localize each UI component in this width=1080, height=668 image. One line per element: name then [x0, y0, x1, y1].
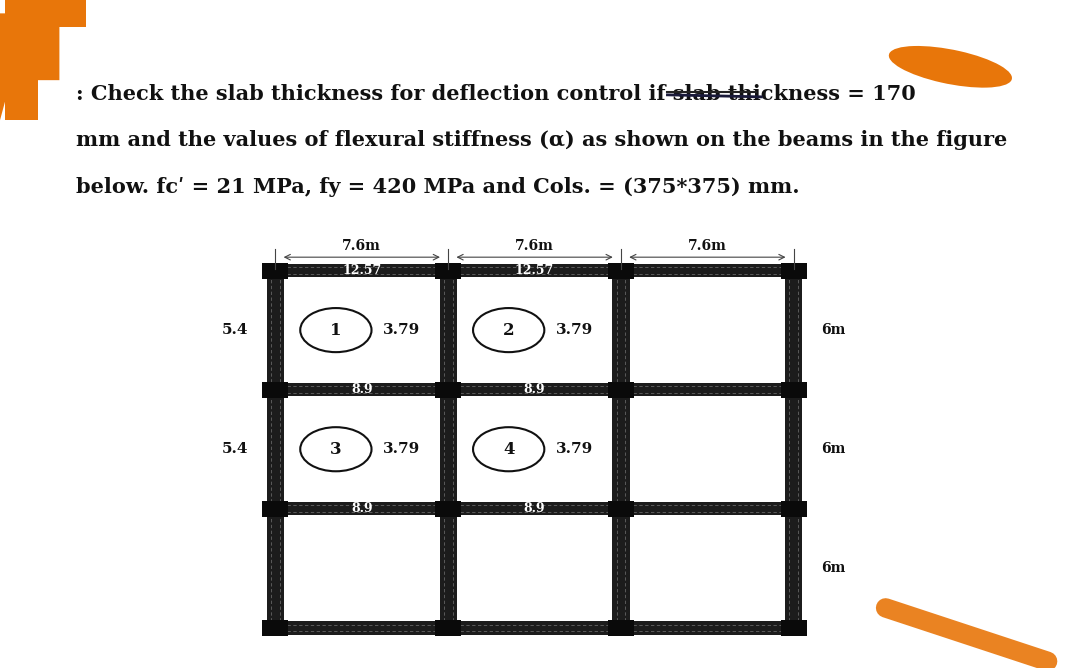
Bar: [785, 397, 802, 502]
Bar: [612, 278, 630, 383]
Bar: [267, 278, 284, 383]
Bar: [460, 502, 609, 516]
Text: 6m: 6m: [821, 442, 846, 456]
Bar: [608, 620, 634, 636]
Bar: [262, 263, 288, 279]
Text: 8.9: 8.9: [351, 383, 373, 396]
Bar: [633, 383, 782, 396]
Bar: [435, 263, 461, 279]
Bar: [287, 621, 436, 635]
Bar: [267, 397, 284, 502]
Text: mm and the values of flexural stiffness (α) as shown on the beams in the figure: mm and the values of flexural stiffness …: [76, 130, 1007, 150]
Text: 8.9: 8.9: [524, 502, 545, 515]
Bar: [781, 263, 807, 279]
Bar: [270, 267, 799, 631]
Bar: [608, 263, 634, 279]
Ellipse shape: [889, 46, 1012, 88]
Text: 3.79: 3.79: [383, 323, 420, 337]
Bar: [460, 383, 609, 396]
Bar: [262, 620, 288, 636]
Text: 12.57: 12.57: [342, 264, 381, 277]
Text: 7.6m: 7.6m: [688, 238, 727, 253]
Bar: [262, 381, 288, 397]
Bar: [608, 501, 634, 517]
Bar: [440, 278, 457, 383]
Text: 1: 1: [330, 321, 341, 339]
Bar: [440, 516, 457, 621]
Text: 3: 3: [330, 441, 341, 458]
Text: 7.6m: 7.6m: [342, 238, 381, 253]
Bar: [460, 264, 609, 277]
Bar: [612, 397, 630, 502]
Bar: [287, 502, 436, 516]
Polygon shape: [0, 13, 59, 120]
Text: 3.79: 3.79: [556, 442, 593, 456]
Bar: [435, 501, 461, 517]
Bar: [287, 383, 436, 396]
Bar: [781, 501, 807, 517]
Bar: [612, 516, 630, 621]
Text: 4: 4: [503, 441, 514, 458]
Text: 5.4: 5.4: [221, 323, 248, 337]
Circle shape: [473, 428, 544, 472]
Text: 3.79: 3.79: [556, 323, 593, 337]
Bar: [785, 278, 802, 383]
Text: 8.9: 8.9: [524, 383, 545, 396]
Bar: [435, 381, 461, 397]
Bar: [608, 381, 634, 397]
Bar: [633, 264, 782, 277]
Bar: [287, 264, 436, 277]
Polygon shape: [5, 0, 86, 120]
Text: below. fcʹ = 21 MPa, fy = 420 MPa and Cols. = (375*375) mm.: below. fcʹ = 21 MPa, fy = 420 MPa and Co…: [76, 177, 799, 197]
Text: 6m: 6m: [821, 323, 846, 337]
Bar: [440, 397, 457, 502]
Bar: [785, 516, 802, 621]
Bar: [633, 502, 782, 516]
Bar: [633, 621, 782, 635]
Text: 2: 2: [503, 321, 514, 339]
Bar: [460, 621, 609, 635]
Circle shape: [473, 308, 544, 352]
Circle shape: [300, 308, 372, 352]
Bar: [262, 501, 288, 517]
Text: 8.9: 8.9: [351, 502, 373, 515]
Text: : Check the slab thickness for deflection control if slab thickness = 170: : Check the slab thickness for deflectio…: [76, 84, 916, 104]
Text: 12.57: 12.57: [515, 264, 554, 277]
Text: 5.4: 5.4: [221, 442, 248, 456]
Text: 3.79: 3.79: [383, 442, 420, 456]
Text: 6m: 6m: [821, 561, 846, 575]
Bar: [781, 620, 807, 636]
Text: 7.6m: 7.6m: [515, 238, 554, 253]
Bar: [781, 381, 807, 397]
Bar: [267, 516, 284, 621]
Circle shape: [300, 428, 372, 472]
Bar: [435, 620, 461, 636]
